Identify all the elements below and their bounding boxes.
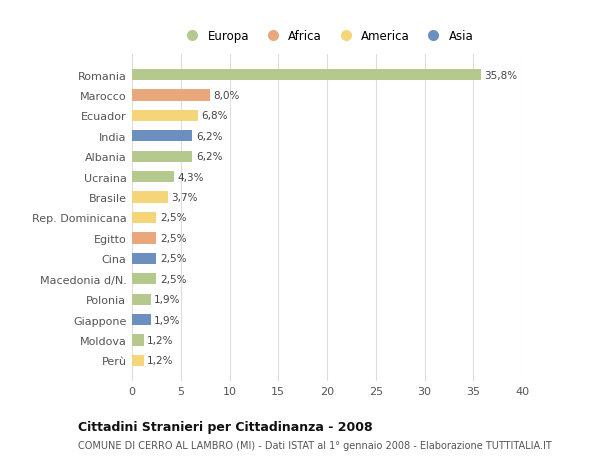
Text: 1,2%: 1,2% <box>147 356 173 365</box>
Text: 2,5%: 2,5% <box>160 213 186 223</box>
Bar <box>132 294 151 305</box>
Bar <box>132 274 157 285</box>
Text: 3,7%: 3,7% <box>172 193 198 203</box>
Bar <box>132 355 144 366</box>
Bar <box>132 192 168 203</box>
Text: 1,2%: 1,2% <box>147 335 173 345</box>
Bar <box>132 151 193 162</box>
Bar <box>132 70 481 81</box>
Text: 6,2%: 6,2% <box>196 132 223 141</box>
Text: 1,9%: 1,9% <box>154 295 181 304</box>
Text: 4,3%: 4,3% <box>178 172 204 182</box>
Text: 6,2%: 6,2% <box>196 152 223 162</box>
Text: 1,9%: 1,9% <box>154 315 181 325</box>
Bar <box>132 213 157 224</box>
Bar <box>132 253 157 264</box>
Bar <box>132 335 144 346</box>
Text: 35,8%: 35,8% <box>484 71 518 80</box>
Text: 2,5%: 2,5% <box>160 233 186 243</box>
Text: 2,5%: 2,5% <box>160 274 186 284</box>
Text: COMUNE DI CERRO AL LAMBRO (MI) - Dati ISTAT al 1° gennaio 2008 - Elaborazione TU: COMUNE DI CERRO AL LAMBRO (MI) - Dati IS… <box>78 440 552 450</box>
Bar <box>132 131 193 142</box>
Text: 8,0%: 8,0% <box>214 91 240 101</box>
Text: 2,5%: 2,5% <box>160 254 186 264</box>
Bar <box>132 111 198 122</box>
Bar <box>132 172 174 183</box>
Text: Cittadini Stranieri per Cittadinanza - 2008: Cittadini Stranieri per Cittadinanza - 2… <box>78 420 373 433</box>
Bar <box>132 314 151 325</box>
Bar <box>132 233 157 244</box>
Text: 6,8%: 6,8% <box>202 111 228 121</box>
Bar <box>132 90 210 101</box>
Legend: Europa, Africa, America, Asia: Europa, Africa, America, Asia <box>181 30 473 43</box>
